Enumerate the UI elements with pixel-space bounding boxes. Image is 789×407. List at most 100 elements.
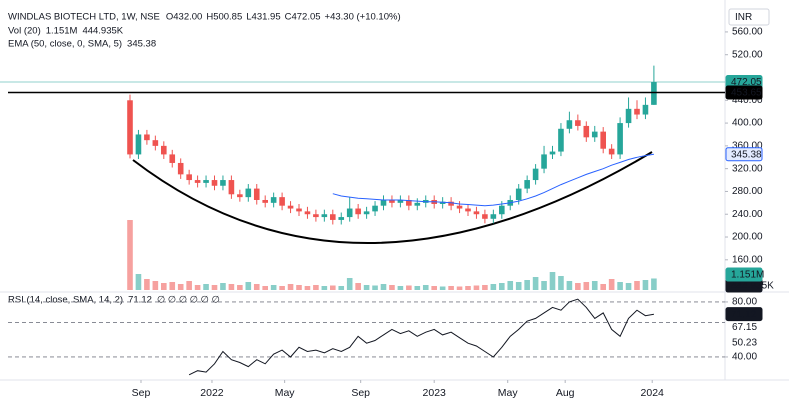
volume-bar: [549, 272, 556, 290]
volume-bar: [414, 286, 421, 290]
candle-body: [144, 134, 150, 141]
y-tick-label: 520.00: [732, 49, 763, 60]
volume-bar: [524, 280, 530, 290]
candle-body: [414, 202, 421, 206]
candle-body: [532, 168, 539, 181]
candle-body: [194, 180, 201, 183]
candle-body: [330, 214, 336, 220]
volume-bar: [355, 283, 361, 290]
rsi-extra-label: 50.23: [732, 338, 757, 349]
hline-price-label: 453.65: [731, 88, 762, 99]
volume-bar: [583, 282, 590, 290]
volume-bar: [482, 285, 488, 290]
volume-bar: [380, 284, 387, 290]
candle-body: [566, 120, 573, 129]
candle-body: [270, 197, 277, 203]
volume-bar: [330, 285, 336, 290]
volume-bar: [406, 285, 412, 290]
x-tick-label: May: [275, 387, 296, 399]
candle-body: [127, 100, 133, 155]
volume-bar: [211, 285, 218, 290]
candle-body: [600, 131, 606, 149]
candle-body: [524, 180, 530, 189]
volume-bar: [600, 284, 606, 290]
volume-value: 1.151M: [46, 26, 78, 37]
candle-body: [456, 205, 463, 209]
volume-bar: [169, 282, 176, 290]
ohlc-value: 500.85: [213, 12, 242, 23]
rsi-extra-label: 67.15: [732, 322, 757, 333]
rsi-tick-label: 40.00: [732, 352, 757, 363]
volume-bar: [566, 281, 573, 290]
volume-bar: [456, 286, 463, 290]
candle-body: [161, 145, 167, 155]
volume-bar: [270, 285, 277, 290]
volume-bar: [634, 281, 640, 290]
volume-bar: [532, 277, 539, 290]
volume-bar: [591, 281, 598, 290]
volume-bar: [465, 286, 471, 290]
ohlc-value: 431.95: [252, 12, 281, 23]
volume-bar: [389, 285, 395, 290]
volume-bar: [304, 286, 311, 290]
volume-bar: [499, 283, 505, 290]
rsi-placeholders: ∅ ∅ ∅ ∅ ∅ ∅: [157, 295, 220, 306]
candle-body: [499, 205, 505, 215]
candle-body: [625, 108, 632, 124]
rsi-value-label: 71.12: [731, 309, 756, 320]
candle-body: [245, 188, 252, 198]
last-price-label: 472.05: [731, 77, 762, 88]
candle-body: [186, 174, 192, 181]
candle-body: [304, 211, 311, 215]
candle-body: [634, 108, 640, 115]
candle-body: [617, 123, 623, 155]
ema-price-label-box: [725, 147, 763, 162]
candle-body: [220, 180, 226, 186]
y-tick-label: 280.00: [732, 186, 763, 197]
currency-button[interactable]: [728, 8, 770, 26]
volume-bar: [144, 279, 150, 290]
candle-body: [448, 201, 454, 206]
volume-bar: [228, 284, 235, 290]
candle-body: [152, 140, 159, 146]
candle-body: [203, 180, 209, 183]
currency-label: INR: [735, 12, 752, 23]
candle-body: [591, 131, 598, 138]
volume-bar: [642, 280, 649, 290]
candle-body: [228, 180, 235, 195]
rsi-tick-label: 80.00: [732, 297, 757, 308]
volume-bar: [313, 285, 319, 290]
candle-body: [380, 199, 387, 206]
volume-bar: [617, 282, 623, 290]
candle-body: [253, 188, 260, 200]
ema-line: [332, 153, 654, 207]
candle-body: [642, 104, 649, 115]
volume-bar: [439, 286, 446, 290]
ohlc-key: L: [246, 12, 251, 23]
volume-title: Vol (20): [8, 26, 41, 37]
volume-label: 1.151M: [731, 270, 764, 281]
candle-body: [363, 211, 370, 215]
x-tick-label: Aug: [556, 387, 575, 399]
volume-bar: [321, 286, 328, 290]
ohlc-value: 472.05: [291, 12, 320, 23]
volume-bar: [152, 281, 159, 290]
candle-body: [482, 214, 488, 219]
volume-bar: [296, 285, 302, 290]
volume-bar: [558, 276, 564, 290]
volume-bar: [279, 286, 285, 290]
candle-body: [465, 208, 471, 212]
volume-bar: [127, 220, 133, 290]
candle-body: [397, 199, 404, 203]
volume-bar: [507, 281, 514, 290]
volume-ma-value: 444.935K: [82, 26, 123, 37]
candle-body: [135, 134, 142, 155]
candle-body: [346, 208, 353, 218]
x-tick-label: 2024: [641, 387, 665, 399]
volume-bar: [541, 281, 547, 290]
hline-price-label-box: [725, 85, 763, 100]
candle-body: [651, 82, 657, 105]
rsi-title: RSI (14, close, SMA, 14, 2): [8, 295, 123, 306]
